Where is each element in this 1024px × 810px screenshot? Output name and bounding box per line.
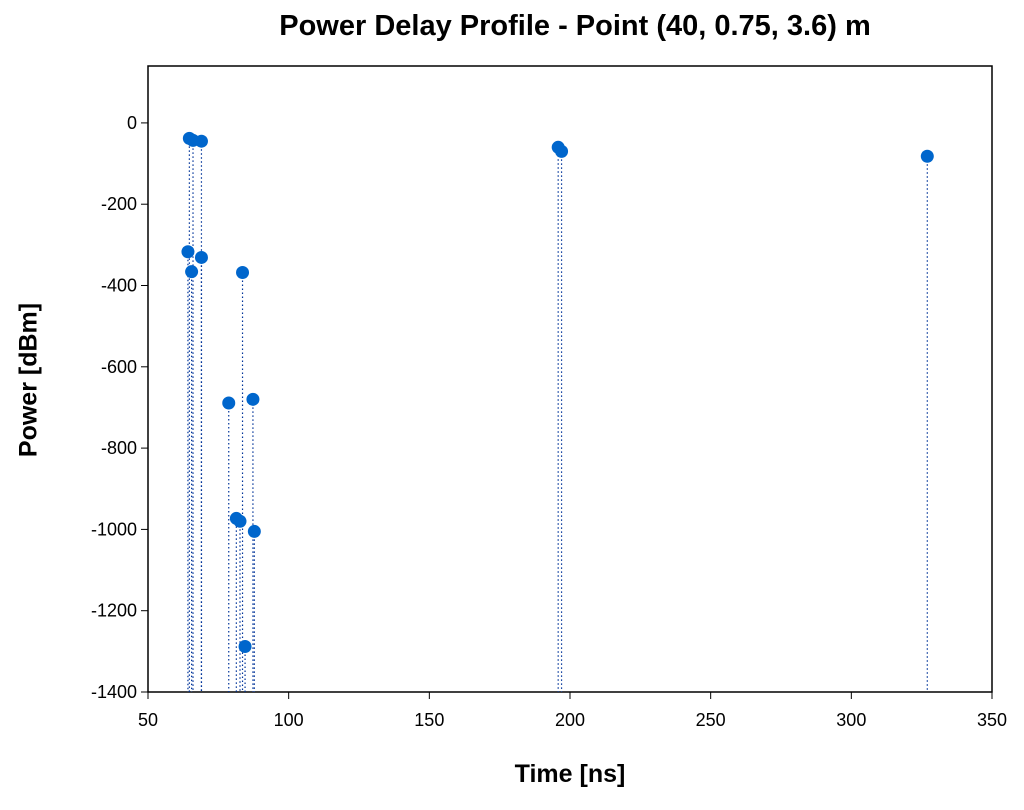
y-tick-label: -1000 bbox=[91, 519, 137, 539]
x-tick-label: 350 bbox=[977, 710, 1007, 730]
y-tick-label: -600 bbox=[101, 357, 137, 377]
y-tick-label: -200 bbox=[101, 194, 137, 214]
data-point bbox=[246, 392, 260, 406]
data-point bbox=[233, 514, 247, 528]
data-point bbox=[920, 149, 934, 163]
y-tick-label: 0 bbox=[127, 113, 137, 133]
data-point bbox=[555, 144, 569, 158]
data-point bbox=[194, 250, 208, 264]
data-point bbox=[222, 396, 236, 410]
y-tick-label: -1200 bbox=[91, 601, 137, 621]
y-tick-label: -800 bbox=[101, 438, 137, 458]
data-point bbox=[185, 265, 199, 279]
chart-title: Power Delay Profile - Point (40, 0.75, 3… bbox=[279, 10, 871, 42]
stem-lines bbox=[187, 138, 928, 692]
plot-frame bbox=[147, 65, 993, 693]
y-tick-label: -1400 bbox=[91, 682, 137, 702]
y-axis: 0 -200 -400 -600 -800 -1000 -1200 -1400 bbox=[91, 113, 148, 702]
x-tick-label: 50 bbox=[138, 710, 158, 730]
data-point bbox=[238, 639, 252, 653]
x-axis: 50 100 150 200 250 300 350 bbox=[138, 692, 1007, 730]
x-tick-label: 100 bbox=[274, 710, 304, 730]
x-tick-label: 300 bbox=[836, 710, 866, 730]
x-tick-label: 250 bbox=[696, 710, 726, 730]
data-point bbox=[236, 265, 250, 279]
data-point bbox=[181, 245, 195, 259]
data-points bbox=[181, 131, 934, 653]
y-tick-label: -400 bbox=[101, 276, 137, 296]
x-axis-title: Time [ns] bbox=[514, 760, 626, 788]
x-tick-label: 200 bbox=[555, 710, 585, 730]
data-point bbox=[247, 524, 261, 538]
x-tick-label: 150 bbox=[414, 710, 444, 730]
data-point bbox=[194, 134, 208, 148]
